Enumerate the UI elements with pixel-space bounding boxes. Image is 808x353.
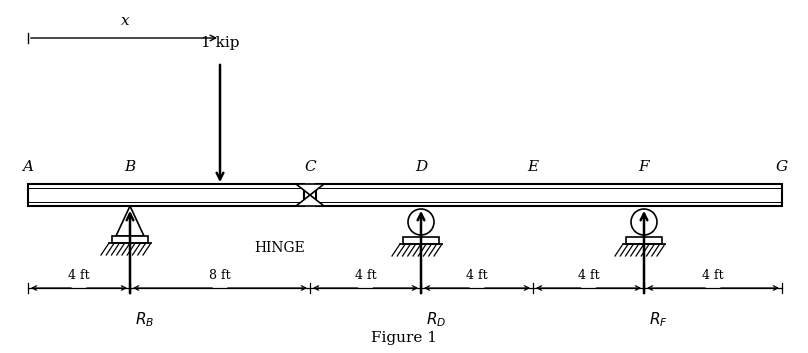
Bar: [403, 237, 439, 244]
Polygon shape: [116, 206, 144, 236]
Text: 4 ft: 4 ft: [355, 269, 377, 282]
Text: $R_{B}$: $R_{B}$: [135, 310, 154, 329]
Polygon shape: [296, 184, 324, 195]
Bar: [316, 184, 782, 206]
Text: HINGE: HINGE: [255, 241, 305, 255]
Text: D: D: [415, 160, 427, 174]
Text: 4 ft: 4 ft: [68, 269, 90, 282]
Text: $R_{F}$: $R_{F}$: [649, 310, 668, 329]
Text: G: G: [776, 160, 788, 174]
Text: E: E: [528, 160, 539, 174]
Bar: [626, 237, 662, 244]
Text: $R_{D}$: $R_{D}$: [426, 310, 446, 329]
Text: F: F: [638, 160, 650, 174]
Text: C: C: [304, 160, 316, 174]
Text: 4 ft: 4 ft: [466, 269, 488, 282]
Text: 4 ft: 4 ft: [702, 269, 724, 282]
Polygon shape: [296, 195, 324, 206]
Text: 1 kip: 1 kip: [200, 36, 239, 50]
Text: 8 ft: 8 ft: [209, 269, 231, 282]
Bar: [28, 184, 304, 206]
Bar: [112, 236, 148, 243]
Text: 4 ft: 4 ft: [578, 269, 600, 282]
Text: x: x: [120, 14, 129, 28]
Text: A: A: [23, 160, 33, 174]
Text: Figure 1: Figure 1: [371, 331, 437, 345]
Text: B: B: [124, 160, 136, 174]
